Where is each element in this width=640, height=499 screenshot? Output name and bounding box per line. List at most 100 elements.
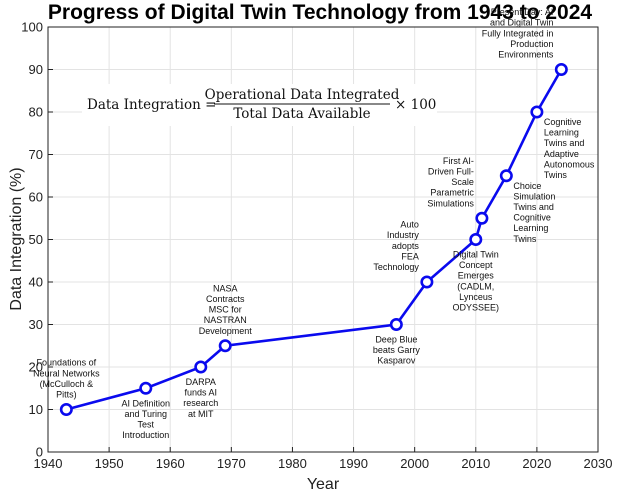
annotation-label: Digital Twin Concept Emerges (CADLM, Lynceus… [453,250,500,313]
annotation-line: Twins [544,170,568,180]
annotation-line: Twins [513,234,537,244]
annotation-line: at MIT [188,409,214,419]
data-point-marker [420,275,434,289]
annotation-line: Kasparov [377,356,416,366]
annotation-label: First AI-Driven Full-Scale Parametric Simu… [427,156,474,208]
formula-multiplier: × 100 [395,97,436,113]
formula-numerator: Operational Data Integrated [205,87,400,103]
annotation-line: Industry [387,230,420,240]
annotation-line: Choice [513,181,541,191]
annotations: Foundations of Neural Networks (McCulloch … [33,7,595,440]
data-point-marker [218,339,232,353]
annotation-line: Twins and [513,202,554,212]
annotation-line: MSC for [209,305,242,315]
y-axis-label: Data Integration (%) [8,167,25,310]
data-point-marker [139,381,153,395]
annotation-line: Development [199,326,253,336]
annotation-line: Fully Integrated in [482,28,554,38]
annotation-line: Contracts [206,294,245,304]
annotation-line: Environments [498,50,554,60]
data-point-marker [530,105,544,119]
annotation-line: (McCulloch & [40,379,94,389]
annotation-line: Cognitive [513,213,551,223]
x-tick-label: 2020 [522,456,551,471]
data-point-marker [389,317,403,331]
annotation-label: DARPA funds AI research at MIT [183,377,218,419]
annotation-line: Driven Full- [428,166,474,176]
x-axis-label: Year [307,476,340,493]
y-tick-label: 80 [29,105,43,120]
annotation-line: Introduction [122,430,169,440]
annotation-label: Present Day: AI and Digital Twin Fully Int… [482,7,554,59]
chart-title: Progress of Digital Twin Technology from… [48,1,592,24]
y-tick-label: 20 [29,360,43,375]
annotation-line: Test [138,419,155,429]
x-tick-label: 2010 [461,456,490,471]
y-tick-label: 10 [29,402,43,417]
annotation-line: Auto [400,220,419,230]
x-tick-label: 1990 [339,456,368,471]
annotation-line: Scale [451,177,474,187]
annotation-line: and Digital Twin [490,18,553,28]
y-tick-label: 50 [29,232,43,247]
data-point-marker [469,233,483,247]
annotation-label: AI Definition and Turing Test Introduction [122,398,171,440]
formula-background [82,84,437,126]
annotation-line: NASTRAN [204,315,247,325]
annotation-line: Deep Blue [375,335,417,345]
formula-lhs: Data Integration = [87,97,216,113]
annotation-line: Lynceus [459,292,493,302]
annotation-line: Simulations [427,198,474,208]
x-tick-label: 1940 [34,456,63,471]
x-tick-label: 2000 [400,456,429,471]
annotation-line: research [183,398,218,408]
x-tick-label: 2030 [584,456,613,471]
annotation-line: NASA [213,283,238,293]
x-tick-label: 1980 [278,456,307,471]
annotation-line: Production [510,39,553,49]
y-tick-label: 0 [36,445,43,460]
annotation-line: Emerges [458,271,495,281]
annotation-line: Digital Twin [453,250,499,260]
annotation-line: Concept [459,260,493,270]
axis-ticks: 1940 1950 1960 1970 1980 1990 2000 2010 2020 2030… [21,20,612,472]
annotation-label: Cognitive Learning Twins and Adaptive Autono… [544,117,595,180]
y-tick-label: 60 [29,190,43,205]
annotation-line: Present Day: AI [491,7,554,17]
annotation-line: Autonomous [544,159,595,169]
annotation-label: Foundations of Neural Networks (McCulloch … [33,358,100,400]
y-tick-label: 100 [21,20,43,35]
annotation-label: Choice Simulation Twins and Cognitive Learni… [513,181,555,244]
x-tick-label: 1970 [217,456,246,471]
annotation-line: DARPA [186,377,216,387]
annotation-label: Auto Industry adopts FEA Technology [373,220,419,272]
annotation-line: First AI- [443,156,474,166]
annotation-line: Simulation [513,191,555,201]
y-tick-label: 40 [29,275,43,290]
annotation-line: adopts [392,241,420,251]
y-tick-label: 90 [29,62,43,77]
data-point-marker [59,402,73,416]
y-tick-label: 70 [29,147,43,162]
annotation-line: Adaptive [544,149,579,159]
annotation-line: Pitts) [56,390,77,400]
annotation-line: Learning [513,223,548,233]
annotation-line: Neural Networks [33,368,100,378]
annotation-line: beats Garry [373,345,421,355]
annotation-line: Cognitive [544,117,582,127]
data-point-marker [554,63,568,77]
annotation-line: Learning [544,128,579,138]
annotation-line: Foundations of [37,358,97,368]
formula-box: Data Integration = Operational Data Inte… [82,84,437,126]
data-point-marker [475,211,489,225]
formula-denominator: Total Data Available [233,106,370,122]
x-tick-label: 1950 [95,456,124,471]
annotation-line: FEA [401,251,419,261]
annotation-line: Technology [373,262,419,272]
annotation-line: Parametric [430,188,474,198]
x-tick-label: 1960 [156,456,185,471]
data-point-marker [194,360,208,374]
series-line [59,63,568,416]
annotation-line: and Turing [125,409,168,419]
